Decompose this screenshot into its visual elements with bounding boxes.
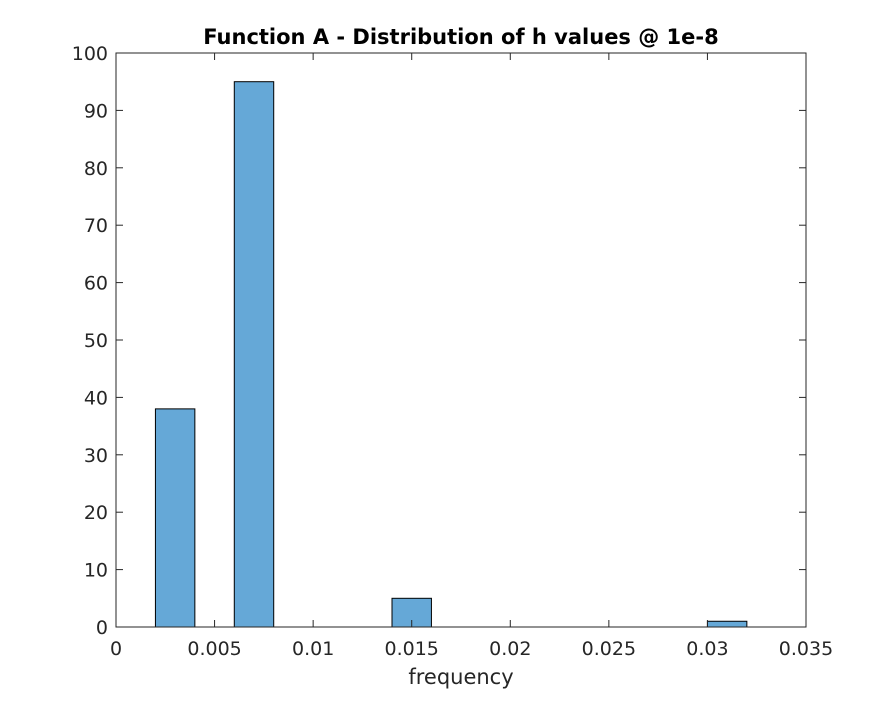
x-tick-label-6: 0.03 bbox=[686, 638, 728, 660]
chart-title: Function A - Distribution of h values @ … bbox=[203, 25, 718, 49]
bars-group bbox=[154, 81, 748, 628]
histogram-bar-3 bbox=[706, 620, 748, 628]
y-tick-label-2: 20 bbox=[84, 502, 108, 524]
y-tick-label-0: 0 bbox=[96, 617, 108, 639]
x-tick-label-2: 0.01 bbox=[292, 638, 334, 660]
histogram-bar-0 bbox=[154, 408, 196, 628]
histogram-bar-1 bbox=[233, 81, 275, 628]
x-tick-label-7: 0.035 bbox=[779, 638, 833, 660]
x-axis-label: frequency bbox=[408, 665, 513, 689]
x-tick-label-3: 0.015 bbox=[385, 638, 439, 660]
y-tick-label-7: 70 bbox=[84, 215, 108, 237]
x-axis: 0 0.005 0.01 0.015 0.02 0.025 0.03 0.035 bbox=[110, 53, 833, 660]
x-tick-label-5: 0.025 bbox=[582, 638, 636, 660]
y-tick-label-9: 90 bbox=[84, 100, 108, 122]
y-axis: 0 10 20 30 40 50 60 70 80 90 100 bbox=[72, 43, 806, 639]
x-tick-label-0: 0 bbox=[110, 638, 122, 660]
plot-area-frame bbox=[115, 52, 807, 628]
y-tick-label-5: 50 bbox=[84, 330, 108, 352]
x-tick-label-1: 0.005 bbox=[187, 638, 241, 660]
y-tick-label-10: 100 bbox=[72, 43, 108, 65]
y-tick-label-4: 40 bbox=[84, 387, 108, 409]
y-tick-label-1: 10 bbox=[84, 560, 108, 582]
y-tick-label-8: 80 bbox=[84, 158, 108, 180]
y-tick-label-3: 30 bbox=[84, 445, 108, 467]
x-tick-label-4: 0.02 bbox=[489, 638, 531, 660]
y-tick-label-6: 60 bbox=[84, 273, 108, 295]
